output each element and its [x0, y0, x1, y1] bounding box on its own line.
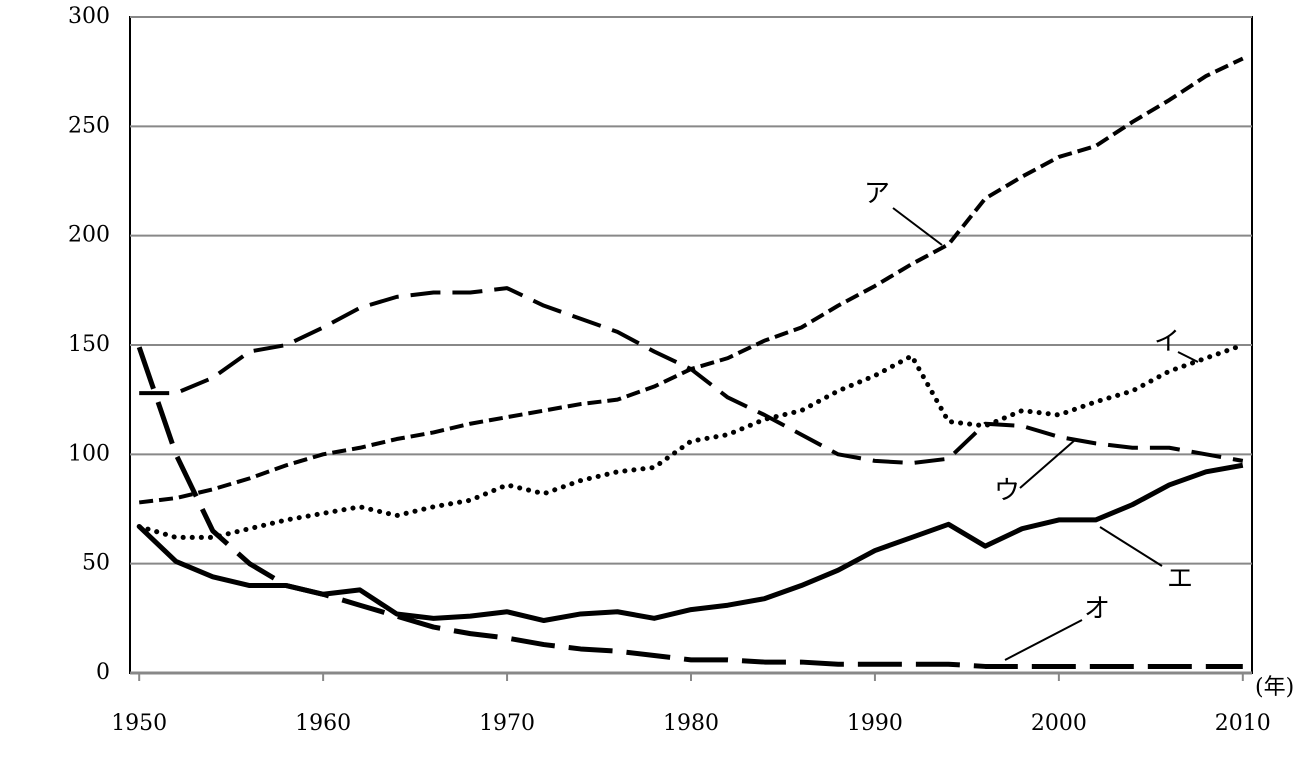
leader-line: [1177, 351, 1199, 363]
x-tick-label: 1950: [111, 711, 167, 736]
leader-line: [1019, 439, 1076, 489]
series-label: イ: [1154, 327, 1180, 357]
y-tick-label: 50: [82, 551, 110, 576]
x-tick-label: 1980: [663, 711, 719, 736]
x-tick-label: 2010: [1215, 711, 1271, 736]
y-tick-label: 200: [68, 223, 110, 248]
x-unit-label: (年): [1255, 675, 1294, 700]
x-tick-label: 1970: [479, 711, 535, 736]
series-line: [139, 286, 1244, 466]
y-tick-label: 300: [68, 4, 110, 29]
y-tick-label: 100: [68, 441, 110, 466]
leader-line: [892, 207, 943, 246]
y-tick-label: 150: [68, 332, 110, 357]
x-tick-label: 1990: [847, 711, 903, 736]
series-line: [136, 346, 1243, 669]
series-label: エ: [1167, 564, 1193, 594]
series-label: ア: [864, 179, 890, 209]
leader-line: [1099, 526, 1163, 567]
x-tick-label: 2000: [1031, 711, 1087, 736]
series-line: [137, 462, 1244, 624]
y-tick-label: 250: [68, 113, 110, 138]
x-tick-label: 1960: [295, 711, 351, 736]
series-label: ウ: [994, 476, 1020, 506]
leader-line: [1004, 619, 1083, 661]
series-label: オ: [1084, 594, 1110, 624]
series-line: [138, 56, 1244, 505]
y-tick-label: 0: [96, 660, 110, 685]
series-line: [136, 342, 1246, 540]
